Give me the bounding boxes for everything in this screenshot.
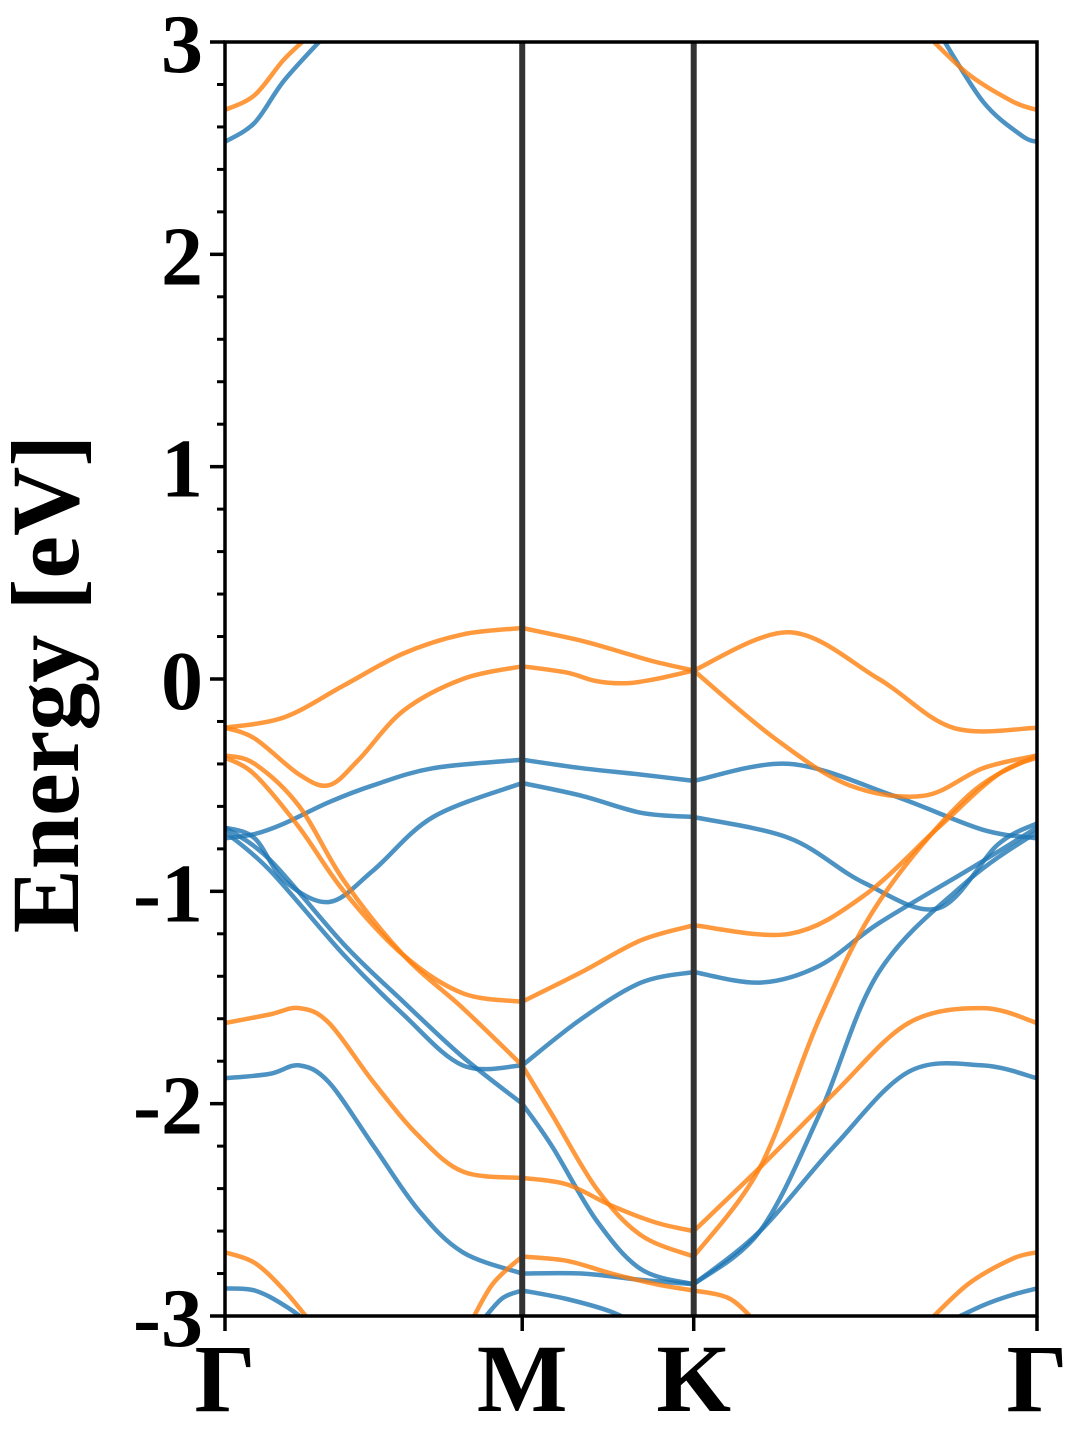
band-line-spin_b-12 xyxy=(225,755,525,1004)
y-axis-title: Energy [eV] xyxy=(0,435,99,934)
band-line-spin_b-42 xyxy=(930,42,1037,113)
band-line-spin_a-19 xyxy=(519,1101,696,1287)
band-line-spin_b-25 xyxy=(519,1063,696,1259)
y-axis-ticks: -3 -2 -1 0 1 2 3 xyxy=(133,0,225,1365)
band-line-spin_b-14 xyxy=(225,1250,309,1316)
band-line-spin_b-23 xyxy=(519,664,696,686)
y-tick-label: -2 xyxy=(133,1060,203,1153)
high-symmetry-lines xyxy=(519,42,697,1316)
band-line-spin_a-20 xyxy=(519,1270,696,1287)
x-tick-label-1: M xyxy=(477,1325,568,1432)
band-line-spin_b-22 xyxy=(519,625,696,673)
band-line-spin_a-16 xyxy=(519,757,696,784)
band-line-spin_a-4 xyxy=(225,829,525,1072)
y-tick-label: -1 xyxy=(133,847,203,940)
band-line-spin_b-40 xyxy=(691,1288,754,1316)
x-tick-label-2: K xyxy=(656,1325,731,1432)
band-line-spin_b-35 xyxy=(691,630,1037,734)
band-line-spin_b-10 xyxy=(225,664,525,788)
band-line-spin_b-39 xyxy=(691,1005,1037,1234)
band-line-spin_a-5 xyxy=(225,1063,525,1276)
y-tick-label: 1 xyxy=(161,423,203,516)
plot-frame xyxy=(223,40,1039,1318)
band-line-spin_a-0 xyxy=(225,42,323,145)
band-line-spin_b-13 xyxy=(225,1005,525,1181)
band-line-spin_b-27 xyxy=(519,1254,696,1293)
band-line-spin_a-21 xyxy=(519,1288,627,1316)
band-line-spin_b-15 xyxy=(471,1254,525,1316)
y-tick-label: 0 xyxy=(161,635,203,728)
band-line-spin_a-2 xyxy=(225,780,525,905)
x-tick-label-0: Γ xyxy=(194,1325,255,1432)
band-line-spin_a-30 xyxy=(691,825,1037,985)
band-line-spin_a-7 xyxy=(483,1288,525,1316)
band-line-spin_a-33 xyxy=(955,1286,1037,1316)
band-line-spin_a-29 xyxy=(691,814,1037,912)
band-line-spin_a-34 xyxy=(942,42,1037,145)
band-line-spin_b-26 xyxy=(519,1175,696,1234)
band-line-spin_a-1 xyxy=(225,757,525,841)
y-tick-label: -3 xyxy=(133,1272,203,1365)
band-line-spin_a-6 xyxy=(225,1286,304,1316)
y-tick-label: 2 xyxy=(161,210,203,303)
x-tick-label-3: Γ xyxy=(1006,1325,1067,1432)
band-line-spin_a-32 xyxy=(691,1060,1037,1287)
band-line-spin_b-36 xyxy=(691,668,1037,799)
band-line-spin_b-24 xyxy=(519,923,696,1004)
band-line-spin_b-9 xyxy=(225,625,525,731)
band-lines xyxy=(225,42,1037,1316)
band-line-spin_b-11 xyxy=(225,753,525,1068)
band-line-spin_b-38 xyxy=(691,753,1037,1259)
band-line-spin_b-41 xyxy=(930,1250,1037,1316)
band-line-spin_a-3 xyxy=(225,825,525,1106)
band-line-spin_a-17 xyxy=(519,780,696,820)
band-line-spin_a-18 xyxy=(519,969,696,1068)
y-tick-label: 3 xyxy=(161,0,203,91)
